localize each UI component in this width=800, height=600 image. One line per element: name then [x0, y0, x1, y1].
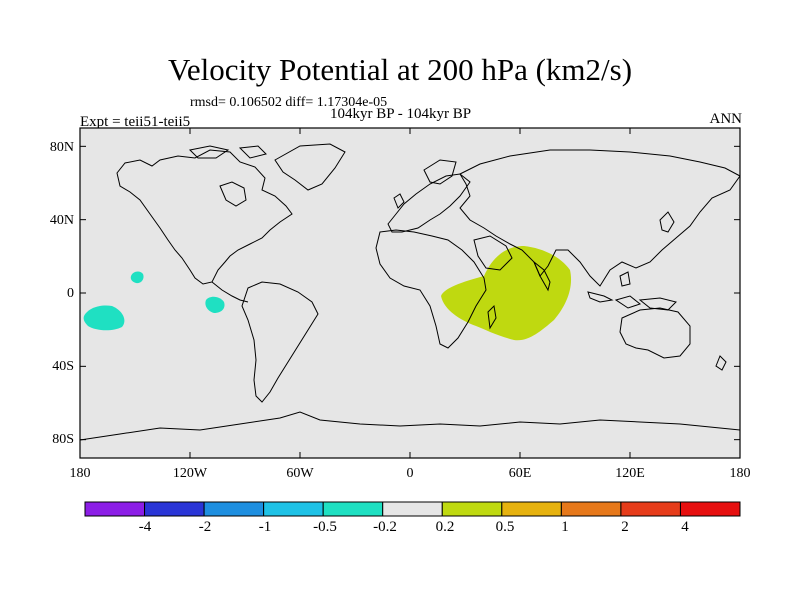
colorbar-swatch — [620, 501, 681, 517]
colorbar-label: 1 — [561, 519, 569, 535]
lon-tick-label: 60E — [508, 466, 532, 481]
lon-tick-label: 60W — [286, 466, 314, 481]
colorbar-swatch — [560, 501, 622, 517]
positive-anomaly-region — [441, 246, 572, 341]
axis-ticks — [79, 128, 741, 458]
colorbar-label: 2 — [621, 519, 629, 535]
lat-tick-label: 40N — [49, 213, 74, 228]
lon-tick-label: 180 — [729, 466, 751, 481]
lat-tick-label: 0 — [67, 286, 74, 301]
shaded-regions — [80, 143, 740, 441]
experiment-label: Expt = teii51-teii5 — [80, 114, 191, 130]
chart-title: Velocity Potential at 200 hPa (km2/s) — [167, 52, 633, 87]
colorbar-label: 4 — [681, 519, 689, 535]
lon-tick-label: 120E — [615, 466, 645, 481]
lon-tick-label: 0 — [406, 466, 414, 481]
lat-tick-label: 80N — [49, 140, 74, 155]
colorbar-swatch — [679, 501, 741, 517]
negative-anomaly-region — [83, 305, 125, 331]
lon-tick-label: 120W — [172, 466, 208, 481]
lon-tick-label: 180 — [69, 466, 91, 481]
season-label: ANN — [709, 111, 743, 127]
colorbar-label: -0.2 — [373, 519, 397, 535]
colorbar-label: 0.2 — [435, 519, 455, 535]
colorbar-swatch — [501, 501, 562, 517]
map-background — [80, 128, 740, 458]
colorbar-label: -1 — [258, 519, 272, 535]
colorbar-swatch — [382, 501, 443, 517]
period-label: 104kyr BP - 104kyr BP — [330, 106, 472, 122]
colorbar-swatch — [144, 501, 205, 517]
colorbar-label: -0.5 — [313, 519, 337, 535]
negative-anomaly-region — [130, 271, 144, 284]
coastlines — [80, 143, 740, 441]
colorbar-label: 0.5 — [495, 519, 515, 535]
colorbar — [84, 501, 741, 517]
colorbar-swatch — [263, 501, 324, 517]
colorbar-swatch — [84, 501, 146, 517]
lat-tick-label: 80S — [52, 432, 74, 447]
colorbar-label: -2 — [198, 519, 212, 535]
colorbar-label: -4 — [138, 519, 152, 535]
negative-anomaly-region — [205, 296, 225, 313]
colorbar-swatch — [441, 501, 503, 517]
colorbar-swatch — [322, 501, 384, 517]
lat-tick-label: 40S — [52, 359, 74, 374]
stats-label: rmsd= 0.106502 diff= 1.17304e-05 — [190, 95, 388, 110]
colorbar-swatch — [203, 501, 265, 517]
